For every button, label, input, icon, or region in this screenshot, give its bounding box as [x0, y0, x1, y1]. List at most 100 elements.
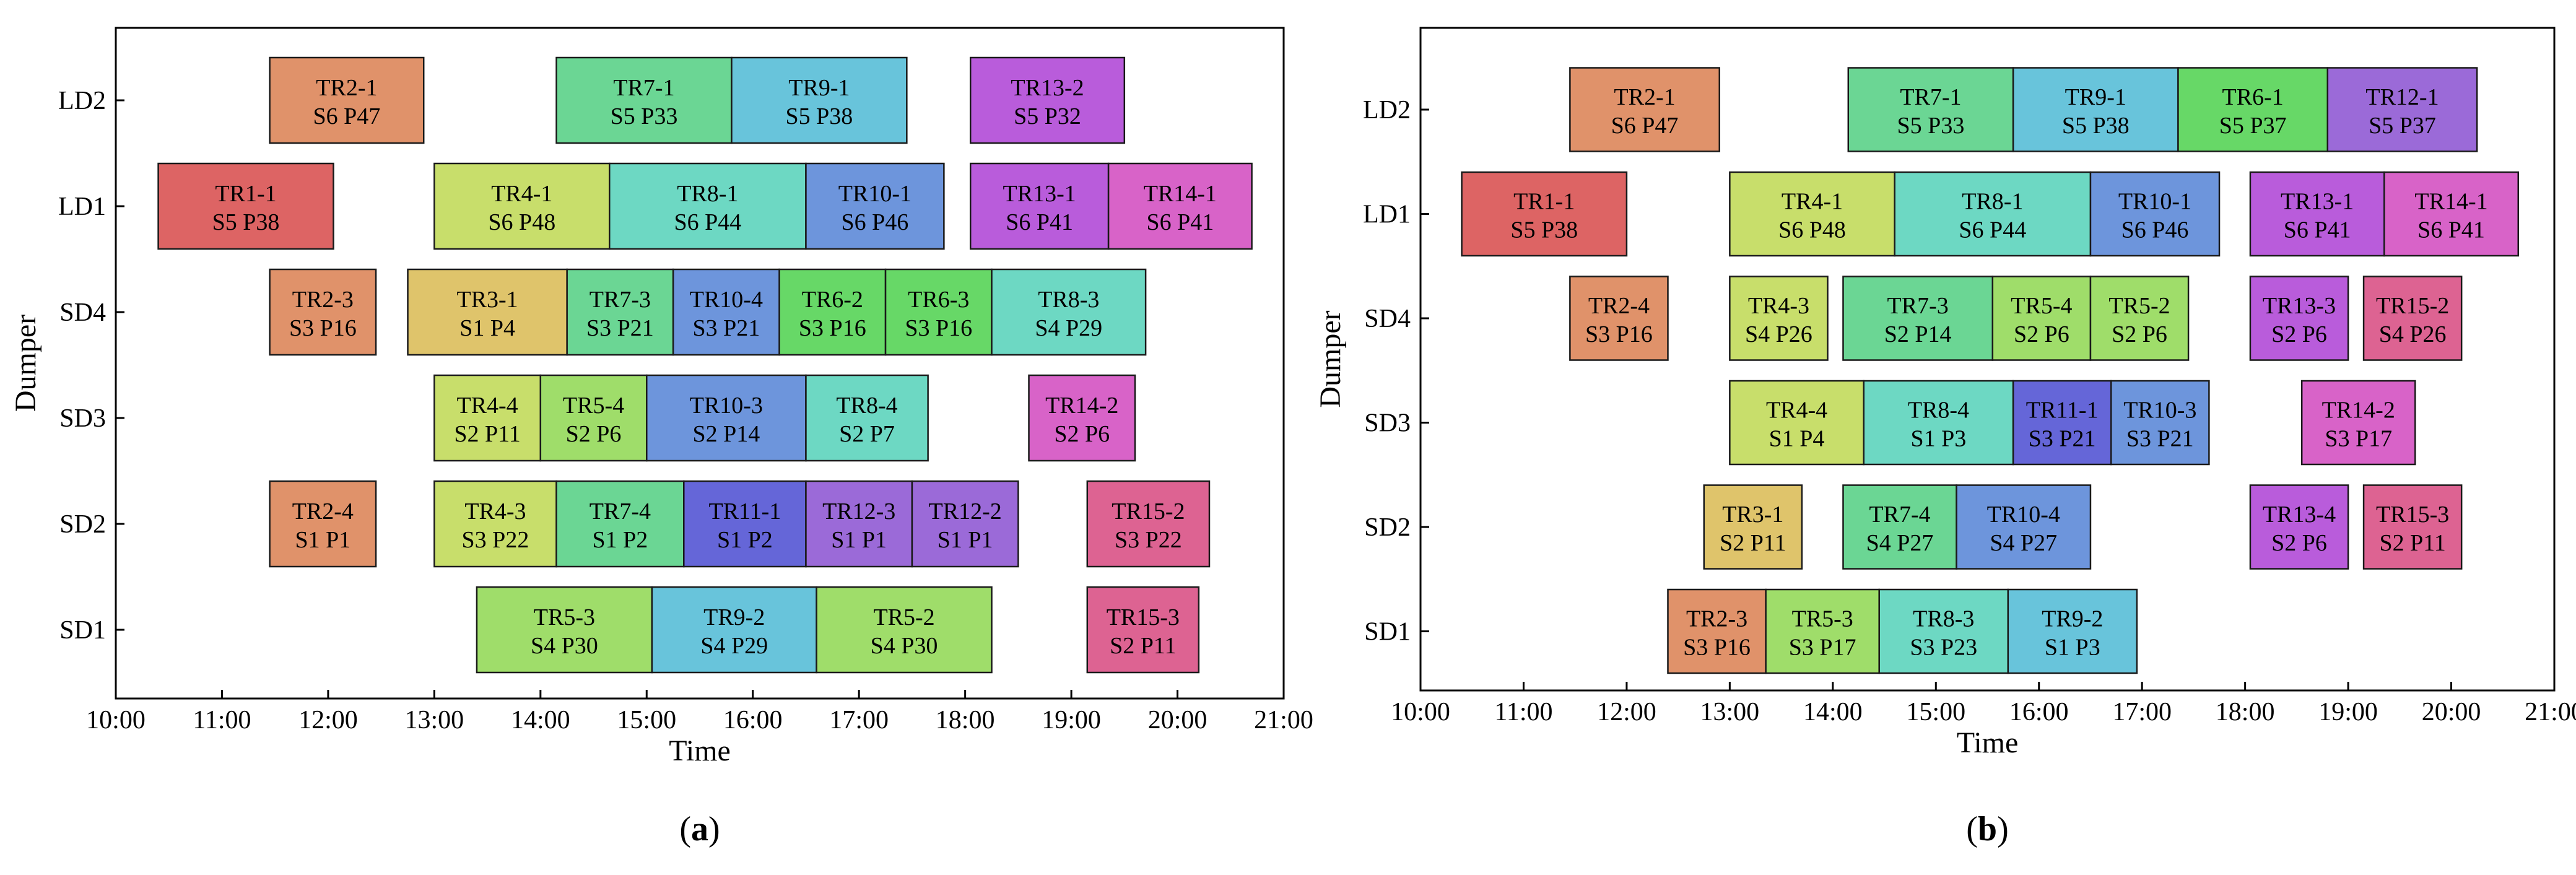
x-axis-title: Time: [1957, 726, 2019, 759]
y-tick-label: SD4: [59, 298, 106, 327]
bar-rect: [2362, 484, 2463, 570]
bar-sub-label: S2 P6: [2271, 530, 2327, 556]
bar-rect: [2012, 67, 2179, 152]
gantt-bar: TR2-3S3 P16: [269, 268, 377, 356]
gantt-bar: TR5-2 S4 P30: [816, 586, 993, 674]
gantt-bar: TR7-4S4 P27: [1842, 484, 1957, 570]
bar-task-label: TR15-3: [2376, 502, 2449, 528]
bar-sub-label: S6 P41: [2417, 217, 2485, 243]
bar-sub-label: S5 P38: [785, 103, 853, 129]
bar-sub-label: S3 P22: [462, 527, 529, 553]
bar-rect: [991, 268, 1147, 356]
bar-sub-label: S5 P37: [2219, 113, 2287, 139]
bar-task-label: TR8-1: [1962, 189, 2023, 215]
bar-task-label: TR15-3: [1107, 604, 1180, 630]
x-tick-label: 20:00: [1148, 706, 1208, 734]
gantt-bar: TR10-4S3 P21: [672, 268, 780, 356]
bar-task-label: TR7-3: [1887, 293, 1949, 319]
gantt-bar: TR7-1 S5 P33: [1847, 67, 2014, 152]
bar-rect: [651, 586, 817, 674]
bar-sub-label: S6 P44: [1959, 217, 2026, 243]
bar-sub-label: S1 P3: [1911, 426, 1967, 452]
gantt-bar: TR14-1S6 P41: [2383, 171, 2519, 257]
gantt-bar: TR2-3S3 P16: [1667, 588, 1767, 674]
bar-sub-label: S1 P4: [459, 315, 515, 341]
bar-task-label: TR10-4: [690, 287, 763, 313]
bar-rect: [566, 268, 674, 356]
x-tick-label: 16:00: [723, 706, 783, 734]
bar-rect: [1956, 484, 2092, 570]
gantt-bar: TR2-1S6 P47: [1569, 67, 1720, 152]
bar-rect: [731, 56, 908, 144]
bar-task-label: TR15-2: [1112, 498, 1185, 525]
bar-sub-label: S3 P21: [586, 315, 654, 341]
bar-task-label: TR11-1: [2026, 398, 2099, 424]
bar-sub-label: S6 P48: [1778, 217, 1846, 243]
bar-task-label: TR5-2: [873, 604, 934, 630]
bar-rect: [2249, 484, 2349, 570]
bar-task-label: TR12-3: [822, 498, 895, 525]
gantt-bar: TR2-4S3 P16: [1569, 276, 1669, 361]
bar-rect: [407, 268, 568, 356]
gantt-bar: TR13-2S5 P32: [969, 56, 1126, 144]
bar-task-label: TR5-2: [2108, 293, 2170, 319]
bar-task-label: TR8-4: [836, 393, 897, 419]
bar-rect: [1086, 480, 1211, 568]
bar-rect: [2249, 276, 2349, 361]
bar-sub-label: S2 P11: [2379, 530, 2445, 556]
bar-task-label: TR10-3: [2123, 398, 2196, 424]
bar-sub-label: S3 P16: [289, 315, 357, 341]
x-tick-label: 18:00: [2216, 698, 2275, 726]
gantt-bar: TR2-1S6 P47: [269, 56, 425, 144]
bar-task-label: TR7-3: [590, 287, 651, 313]
x-tick-label: 17:00: [2112, 698, 2172, 726]
bar-task-label: TR7-4: [1869, 502, 1930, 528]
bar-task-label: TR3-1: [1722, 502, 1783, 528]
gantt-bar: TR11-1S3 P21: [2012, 380, 2112, 466]
bar-sub-label: S3 P16: [799, 315, 866, 341]
bar-task-label: TR4-1: [1782, 189, 1843, 215]
bar-sub-label: S3 P21: [692, 315, 760, 341]
bar-task-label: TR12-2: [929, 498, 1002, 525]
x-tick-label: 18:00: [936, 706, 995, 734]
plot-frame: [1419, 27, 2556, 692]
bar-task-label: TR2-1: [1614, 84, 1675, 110]
bar-task-label: TR3-1: [456, 287, 518, 313]
bar-rect: [157, 162, 334, 250]
bar-sub-label: S2 P11: [1110, 633, 1176, 659]
bar-task-label: TR15-2: [2376, 293, 2449, 319]
bar-rect: [1569, 276, 1669, 361]
y-tick-label: LD1: [1363, 201, 1411, 229]
bar-sub-label: S4 P26: [1745, 321, 1812, 347]
bar-rect: [1569, 67, 1720, 152]
bar-rect: [1028, 374, 1136, 462]
gantt-bar: TR10-1S6 P46: [2089, 171, 2221, 257]
bar-sub-label: S1 P2: [717, 527, 773, 553]
bar-rect: [2089, 171, 2221, 257]
y-tick-label: SD3: [1364, 409, 1411, 438]
gantt-bar: TR14-2S3 P17: [2300, 380, 2416, 466]
bar-rect: [911, 480, 1019, 568]
bar-sub-label: S1 P2: [593, 527, 648, 553]
panel-label: (a): [679, 810, 720, 848]
gantt-bar: TR15-2S4 P26: [2362, 276, 2463, 361]
bar-sub-label: S2 P7: [839, 421, 895, 447]
y-axis-title: Dumper: [1314, 310, 1347, 407]
bar-sub-label: S2 P6: [2271, 321, 2327, 347]
bar-task-label: TR7-1: [1900, 84, 1961, 110]
gantt-bar: TR6-2S3 P16: [778, 268, 887, 356]
bar-task-label: TR8-1: [677, 181, 738, 207]
bar-task-label: TR9-1: [2065, 84, 2126, 110]
bar-task-label: TR5-4: [563, 393, 624, 419]
bar-sub-label: S4 P30: [531, 633, 598, 659]
panel-label-letter: b: [1978, 810, 1997, 848]
plot-frame: [115, 27, 1285, 700]
bar-task-label: TR1-1: [1513, 189, 1575, 215]
gantt-bar: TR8-4S1 P3: [1863, 380, 2014, 466]
bar-sub-label: S6 P41: [2284, 217, 2351, 243]
bar-rect: [969, 56, 1126, 144]
y-tick-label: SD1: [59, 616, 106, 645]
x-tick-label: 17:00: [829, 706, 889, 734]
